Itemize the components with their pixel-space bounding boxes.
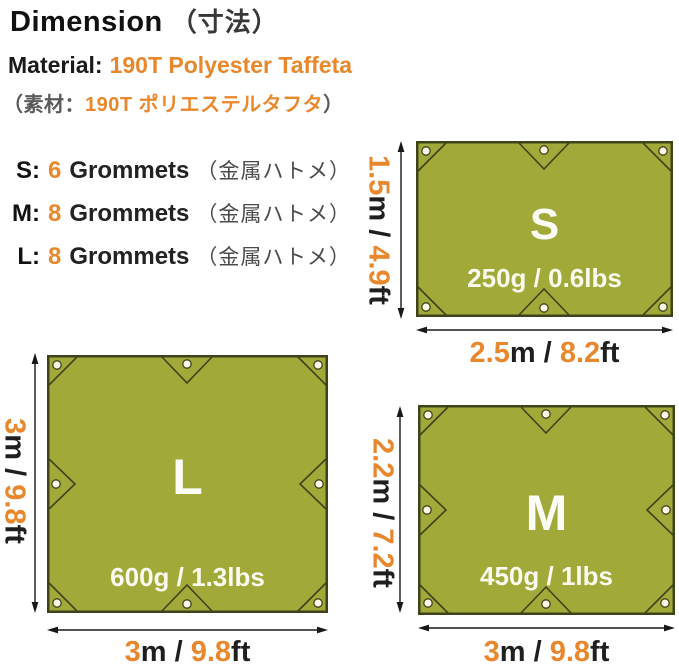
grommet-jp-m: （金属ハトメ） — [196, 203, 352, 226]
tarp-m-weight: 450g / 1lbs — [480, 561, 613, 591]
grommet-spec-s: S: 6 Grommets （金属ハトメ） — [0, 155, 351, 185]
tarp-l-letter: L — [172, 449, 203, 505]
size-label-m: M: — [12, 200, 40, 227]
tarp-s-letter: S — [529, 200, 560, 249]
l-height-ft: 9.8 — [0, 484, 31, 525]
grommet-word-s: Grommets — [69, 157, 190, 184]
grommet-word-m: Grommets — [69, 200, 190, 227]
grommets-l — [51, 359, 324, 609]
material-line: Material: 190T Polyester Taffeta — [8, 52, 352, 79]
s-width-ft: 8.2 — [559, 337, 601, 369]
m-width-m: 3 — [483, 636, 500, 668]
m-width-ft: 9.8 — [549, 636, 591, 668]
tarp-m-graphic — [418, 405, 675, 615]
size-label-l: L: — [17, 243, 40, 270]
s-height-m: 1.5 — [362, 155, 395, 196]
s-height-ft: 4.9 — [362, 245, 395, 286]
grommet-word-l: Grommets — [69, 243, 190, 270]
tarp-l-width-label: 3m / 9.8ft — [124, 636, 251, 668]
grommets-s — [421, 145, 668, 313]
grommet-jp-s: （金属ハトメ） — [196, 160, 352, 183]
material-value: 190T Polyester Taffeta — [109, 52, 353, 78]
tarp-l-graphic — [47, 355, 328, 613]
grommet-spec-l: L: 8 Grommets （金属ハトメ） — [0, 241, 351, 271]
arrow-vertical-s — [397, 141, 405, 319]
l-width-ft: 9.8 — [190, 636, 232, 668]
grommet-jp-l: （金属ハトメ） — [196, 246, 352, 269]
tarp-diagram-m: M 450g / 1lbs — [418, 405, 675, 615]
s-width-m: 2.5 — [469, 337, 510, 369]
title-en: Dimension — [10, 6, 163, 38]
arrow-horizontal-m — [418, 624, 675, 632]
l-width-m: 3 — [124, 636, 141, 668]
tarp-l-weight: 600g / 1.3lbs — [110, 562, 265, 592]
size-label-s: S: — [16, 157, 40, 184]
material-jp-value: 190T ポリエステルタフタ — [85, 94, 324, 116]
grommet-count-m: 8 — [48, 200, 62, 227]
tarp-m-width-label: 3m / 9.8ft — [483, 636, 610, 668]
grommet-spec-m: M: 8 Grommets （金属ハトメ） — [0, 198, 351, 228]
material-jp-close: ） — [323, 94, 344, 116]
title-jp: （寸法） — [170, 7, 279, 37]
m-height-ft: 7.2 — [366, 528, 399, 569]
arrow-vertical-l — [31, 353, 39, 613]
arrow-horizontal-l — [47, 626, 328, 634]
arrow-vertical-m — [396, 406, 404, 613]
tarp-diagram-l: L 600g / 1.3lbs — [47, 355, 328, 613]
l-height-m: 3 — [0, 418, 31, 435]
page-title: Dimension （寸法） — [10, 2, 279, 39]
tarp-s-graphic — [416, 141, 673, 317]
material-line-jp: （素材：190T ポリエステルタフタ） — [3, 88, 344, 117]
grommets-m — [422, 409, 671, 609]
m-height-m: 2.2 — [366, 438, 399, 479]
material-label: Material: — [8, 52, 103, 78]
arrow-horizontal-s — [416, 326, 673, 334]
material-jp-open: （素材： — [3, 94, 85, 116]
grommet-count-l: 8 — [48, 243, 62, 270]
tarp-s-weight: 250g / 0.6lbs — [467, 263, 622, 293]
tarp-s-width-label: 2.5m / 8.2ft — [469, 337, 620, 369]
tarp-m-letter: M — [525, 485, 568, 541]
grommet-count-s: 6 — [48, 157, 62, 184]
tarp-diagram-s: S 250g / 0.6lbs — [416, 141, 673, 317]
